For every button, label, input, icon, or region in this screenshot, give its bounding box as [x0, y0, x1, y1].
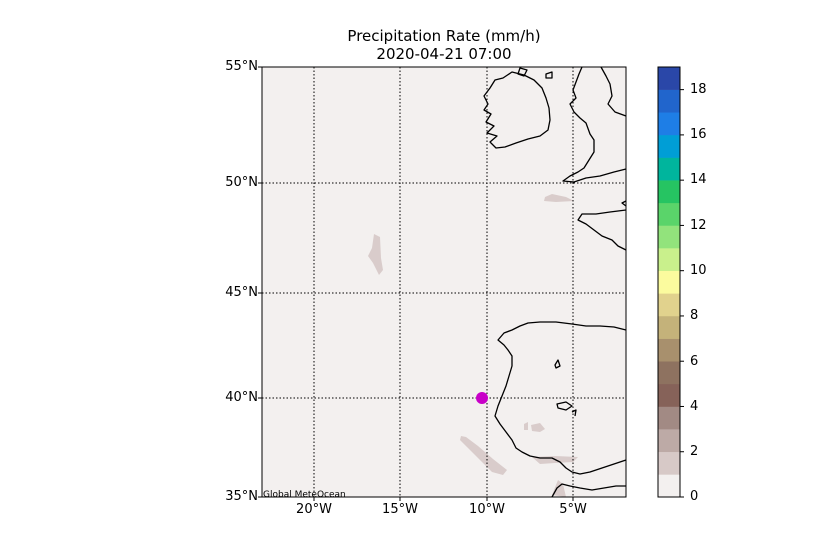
- colorbar-segment: [658, 248, 680, 271]
- colorbar-segment: [658, 134, 680, 158]
- coastline-island: [545, 71, 553, 79]
- credit-text: Global MeteOcean: [263, 490, 346, 500]
- colorbar-label: 2: [690, 444, 699, 459]
- precip-area: [524, 422, 528, 430]
- map-background: [262, 67, 626, 497]
- colorbar-frame: [657, 66, 681, 498]
- lon-label: 5°W: [559, 502, 587, 517]
- coastline-great-britain: [562, 66, 627, 183]
- colorbar-label: 8: [690, 308, 699, 323]
- coastline-great-britain-east: [600, 66, 627, 117]
- colorbar-segment: [658, 202, 680, 226]
- colorbar-segment: [658, 293, 680, 317]
- colorbar-segment: [658, 338, 680, 362]
- lon-label: 20°W: [296, 502, 332, 517]
- colorbar-segment: [658, 361, 680, 385]
- map-frame: [261, 66, 627, 498]
- colorbar-segment: [658, 112, 680, 136]
- coastlines: [483, 66, 627, 498]
- colorbar-segment: [658, 225, 680, 249]
- coastline-brittany: [577, 200, 627, 251]
- colorbar-segment: [658, 451, 680, 475]
- lat-label: 35°N: [225, 489, 258, 504]
- colorbar-label: 18: [690, 82, 707, 97]
- lat-label: 45°N: [225, 285, 258, 300]
- precip-area: [460, 436, 507, 475]
- colorbar-segment: [658, 180, 680, 204]
- colorbar-label: 0: [690, 489, 699, 504]
- gridlines: [262, 67, 626, 497]
- colorbar-segment: [658, 89, 680, 113]
- map-title: Precipitation Rate (mm/h): [347, 27, 541, 45]
- colorbar-segment: [658, 67, 680, 90]
- colorbar-segment: [658, 429, 680, 453]
- coastline-tagus: [556, 401, 573, 411]
- colorbar-ticks: [680, 89, 684, 498]
- precip-area: [531, 423, 545, 432]
- colorbar-label: 16: [690, 127, 707, 142]
- lat-label: 55°N: [225, 59, 258, 74]
- colorbar-label: 4: [690, 399, 699, 414]
- colorbar-segment: [658, 383, 680, 407]
- coastline-north-africa: [551, 483, 626, 498]
- lat-label: 50°N: [225, 175, 258, 190]
- colorbar-segment: [658, 315, 680, 339]
- colorbar-label: 14: [690, 172, 707, 187]
- map-timestamp: 2020-04-21 07:00: [376, 45, 512, 63]
- lon-label: 10°W: [469, 502, 505, 517]
- precip-area: [368, 234, 383, 275]
- coastline-island: [517, 67, 528, 77]
- colorbar-label: 6: [690, 354, 699, 369]
- colorbar-label: 10: [690, 263, 707, 278]
- lat-label: 40°N: [225, 390, 258, 405]
- colorbar-segment: [658, 157, 680, 181]
- colorbar-segment: [658, 474, 680, 498]
- precip-area: [544, 194, 574, 202]
- colorbar-segment: [658, 270, 680, 294]
- location-marker: [476, 392, 488, 404]
- coastline-iberia-inner: [554, 359, 561, 369]
- colorbar-label: 12: [690, 218, 707, 233]
- colorbar-segment: [658, 406, 680, 430]
- lon-label: 15°W: [382, 502, 418, 517]
- coastline-river: [571, 409, 577, 417]
- axis-ticks: [258, 66, 574, 501]
- coastline-ireland: [483, 71, 551, 149]
- coastline-iberia: [494, 321, 627, 475]
- colorbar: [658, 67, 680, 498]
